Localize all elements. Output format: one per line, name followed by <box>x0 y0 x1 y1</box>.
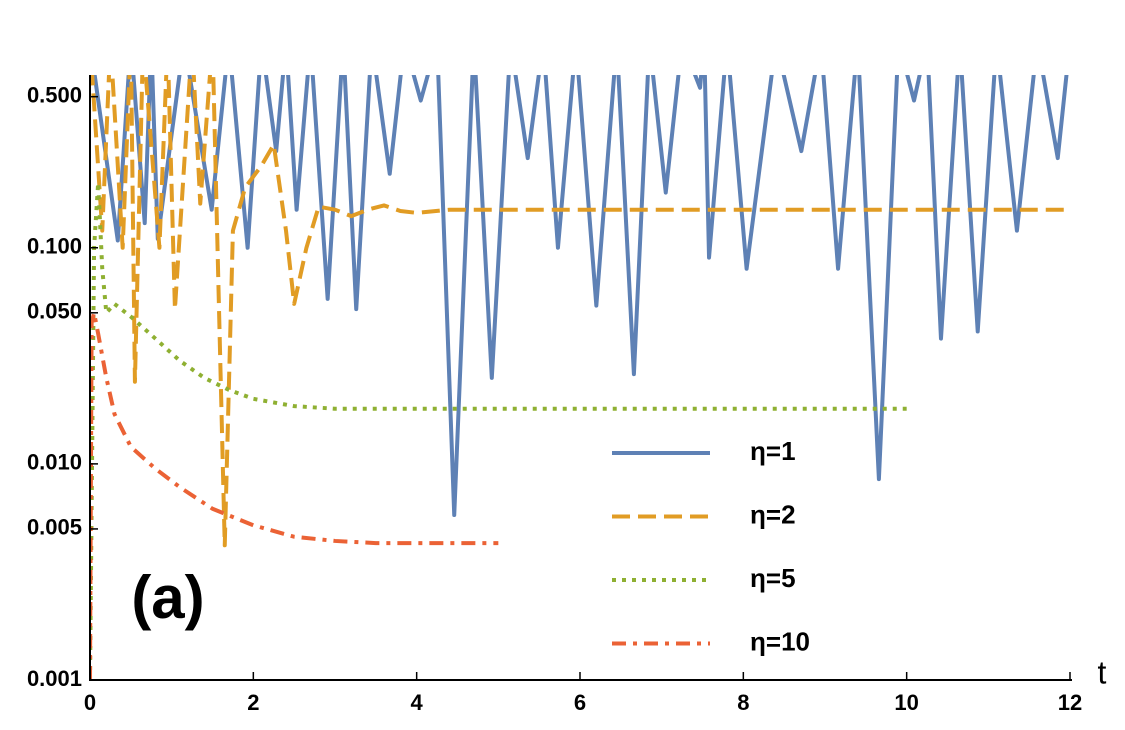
series-line <box>92 75 1069 518</box>
x-tick-label: 4 <box>411 690 424 715</box>
x-tick-label: 8 <box>737 690 749 715</box>
x-tick-label: 6 <box>574 690 586 715</box>
y-tick-label: 0.010 <box>27 450 82 475</box>
legend-label: η=2 <box>750 499 796 529</box>
y-tick-label: 0.100 <box>27 234 82 259</box>
x-tick-label: 10 <box>894 690 918 715</box>
y-tick-label: 0.500 <box>27 83 82 108</box>
legend-label: η=1 <box>750 436 796 466</box>
legend-label: η=5 <box>750 563 796 593</box>
x-tick-label: 2 <box>247 690 259 715</box>
annotation: (a) <box>131 564 204 631</box>
y-tick-label: 0.050 <box>27 299 82 324</box>
series-line <box>90 310 499 681</box>
x-axis-label: t <box>1098 654 1107 690</box>
series-line <box>90 75 1070 548</box>
series-line <box>90 180 907 681</box>
x-tick-label: 12 <box>1058 690 1082 715</box>
legend-label: η=10 <box>750 626 810 656</box>
y-tick-label: 0.005 <box>27 515 82 540</box>
x-tick-label: 0 <box>84 690 96 715</box>
plot-area <box>90 75 1070 681</box>
y-tick-label: 0.001 <box>27 666 82 691</box>
